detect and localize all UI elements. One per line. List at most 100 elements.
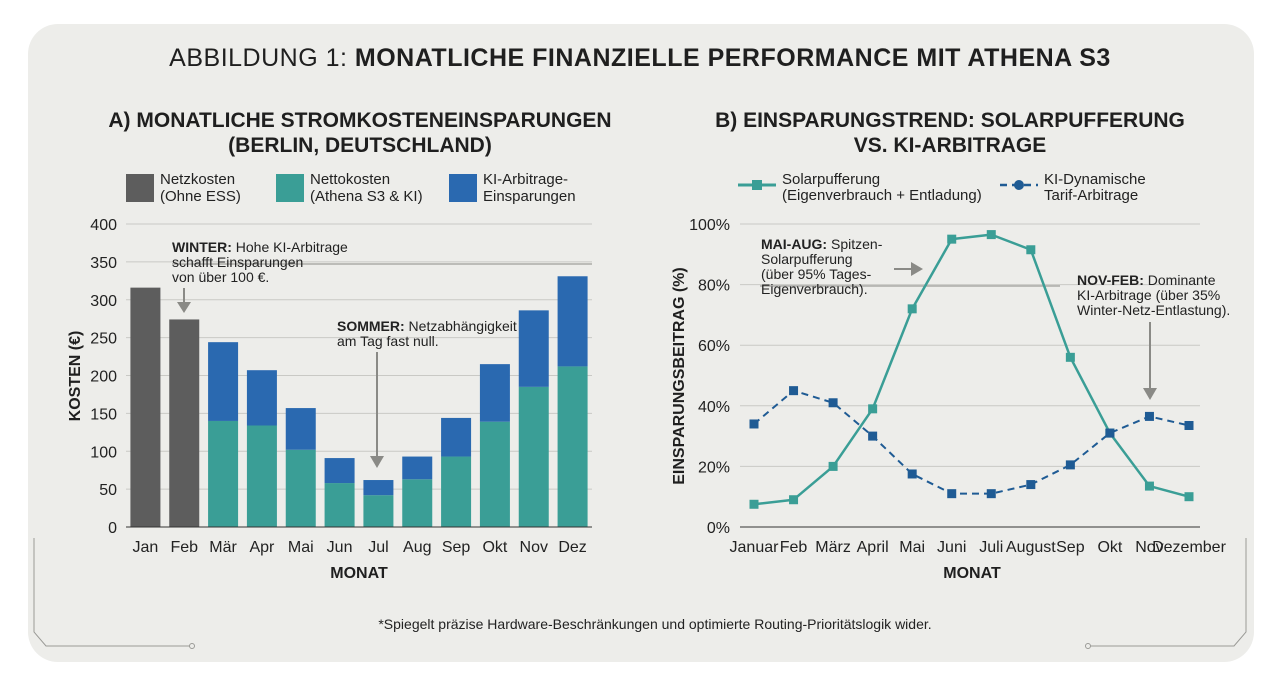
bar-Okt-series-1 — [479, 421, 510, 527]
chart-a-x-tick-label: Mai — [288, 539, 314, 556]
chart-a-y-tick-label: 300 — [90, 293, 117, 310]
chart-b-title-line1: B) EINSPARUNGSTREND: SOLARPUFFERUNG — [715, 109, 1185, 132]
chart-b-x-tick-label: August — [1006, 539, 1056, 556]
winter-annotation-line3: von über 100 €. — [172, 269, 269, 285]
chart-a-x-tick-label: Jun — [327, 539, 353, 556]
legend-label-netzkosten-2: (Ohne ESS) — [160, 188, 241, 205]
chart-b-annotation-mai-aug: MAI-AUG: Spitzen- Solarpufferung (über 9… — [760, 236, 1060, 297]
legend-label-solar-1: Solarpufferung — [782, 171, 880, 188]
chart-a-gridlines — [126, 223, 592, 528]
bar-Mai-series-2 — [285, 408, 316, 450]
chart-b-point-series-0 — [749, 499, 759, 509]
chart-b-y-tick-label: 20% — [698, 459, 730, 476]
sommer-annotation-line1: SOMMER: Netzabhängigkeit — [337, 318, 517, 334]
sommer-arrow-head — [370, 456, 384, 468]
legend-label-ki-einsparungen-2: Einsparungen — [483, 188, 576, 205]
chart-a-y-tick-label: 400 — [90, 217, 117, 234]
chart-b-point-series-0 — [828, 461, 838, 471]
mai-aug-arrow-head — [911, 262, 923, 276]
figure-title-main: MONATLICHE FINANZIELLE PERFORMANCE MIT A… — [354, 44, 1111, 72]
chart-b-x-ticks: Januar Feb März April Mai Juni Juli August Sep Ok… — [730, 539, 1227, 556]
legend-label-solar-2: (Eigenverbrauch + Entladung) — [782, 187, 982, 204]
chart-b-point-series-1 — [986, 489, 996, 499]
chart-b-x-tick-label: Juni — [937, 539, 966, 556]
chart-a: 0 50 100 150 200 250 300 350 400 Jan Feb Mär Apr Mai… — [67, 171, 592, 582]
chart-a-legend: Netzkosten (Ohne ESS) Nettokosten (Athen… — [126, 171, 576, 205]
chart-a-x-tick-label: Jul — [368, 539, 388, 556]
bar-Sep-series-1 — [441, 456, 472, 527]
mai-aug-annotation-line4: Eigenverbrauch). — [761, 281, 868, 297]
chart-a-y-tick-label: 150 — [90, 406, 117, 423]
chart-b-x-tick-label: Juli — [979, 539, 1003, 556]
legend-swatch-nettokosten — [276, 174, 304, 202]
chart-b-x-tick-label: Nov — [1135, 539, 1163, 556]
sommer-annotation-line2: am Tag fast null. — [337, 333, 439, 349]
legend-label-ki-einsparungen-1: KI-Arbitrage- — [483, 171, 568, 188]
bar-Jun-series-1 — [324, 483, 355, 527]
chart-a-y-tick-label: 350 — [90, 255, 117, 272]
chart-b-point-series-0 — [789, 495, 799, 505]
figure-title: ABBILDUNG 1: MONATLICHE FINANZIELLE PERF… — [0, 44, 1280, 73]
bar-Mai-series-1 — [285, 449, 316, 527]
legend-label-netzkosten-1: Netzkosten — [160, 171, 235, 188]
chart-b-point-series-1 — [1026, 480, 1036, 490]
chart-a-y-tick-label: 100 — [90, 444, 117, 461]
chart-b-x-tick-label: April — [857, 539, 889, 556]
chart-a-y-tick-label: 0 — [108, 520, 117, 537]
chart-b-y-tick-label: 60% — [698, 338, 730, 355]
bar-Jan-series-0 — [130, 287, 161, 527]
winter-annotation-line1: WINTER: Hohe KI-Arbitrage — [172, 239, 348, 255]
chart-a-y-tick-label: 200 — [90, 369, 117, 386]
chart-b: 0% 20% 40% 60% 80% 100% Januar Feb März April Mai… — [671, 171, 1230, 582]
chart-b-series — [749, 230, 1194, 509]
chart-a-y-tick-label: 50 — [99, 482, 117, 499]
chart-a-y-tick-label: 250 — [90, 331, 117, 348]
chart-b-x-tick-label: Feb — [780, 539, 808, 556]
chart-b-x-tick-label: Dezember — [1152, 539, 1226, 556]
bar-Nov-series-2 — [518, 310, 549, 387]
legend-swatch-ki-einsparungen — [449, 174, 477, 202]
chart-b-legend: Solarpufferung (Eigenverbrauch + Entladu… — [738, 171, 1146, 204]
legend-label-nettokosten-2: (Athena S3 & KI) — [310, 188, 423, 205]
bar-Dez-series-2 — [557, 276, 588, 367]
chart-a-x-axis-title: MONAT — [330, 565, 388, 582]
bar-Apr-series-1 — [246, 425, 277, 527]
chart-b-point-series-1 — [1184, 420, 1194, 430]
figure-title-prefix: ABBILDUNG 1: — [169, 44, 348, 72]
nov-feb-annotation-line1: NOV-FEB: Dominante — [1077, 272, 1216, 288]
winter-arrow-head — [177, 302, 191, 313]
chart-b-y-axis-title: EINSPARUNGSBEITRAG (%) — [671, 267, 688, 485]
bar-Feb-series-0 — [169, 319, 200, 527]
chart-b-series-line-0 — [753, 233, 1190, 506]
chart-a-annotation-winter: WINTER: Hohe KI-Arbitrage schafft Einspa… — [172, 239, 592, 313]
mai-aug-annotation-line1: MAI-AUG: Spitzen- — [761, 236, 883, 252]
mai-aug-annotation-line2: Solarpufferung — [761, 251, 853, 267]
chart-b-point-series-0 — [907, 304, 917, 314]
bar-Aug-series-1 — [402, 479, 433, 527]
chart-b-point-series-1 — [1144, 411, 1154, 421]
chart-b-point-series-1 — [828, 398, 838, 408]
chart-b-point-series-1 — [907, 469, 917, 479]
chart-a-x-ticks: Jan Feb Mär Apr Mai Jun Jul Aug Sep Okt Nov Dez — [133, 539, 587, 556]
chart-a-y-ticks: 0 50 100 150 200 250 300 350 400 — [90, 217, 117, 537]
chart-a-x-tick-label: Jan — [133, 539, 159, 556]
chart-b-title: B) EINSPARUNGSTREND: SOLARPUFFERUNG VS. … — [640, 108, 1260, 158]
chart-b-point-series-1 — [1065, 460, 1075, 470]
chart-b-point-series-0 — [986, 230, 996, 240]
chart-b-point-series-0 — [1184, 492, 1194, 502]
chart-b-point-series-1 — [868, 431, 878, 441]
bar-Jun-series-2 — [324, 458, 355, 484]
chart-b-point-series-0 — [1026, 245, 1036, 255]
legend-label-ki-2: Tarif-Arbitrage — [1044, 187, 1138, 204]
chart-a-x-tick-label: Okt — [482, 539, 507, 556]
nov-feb-annotation-line2: KI-Arbitrage (über 35% — [1077, 287, 1220, 303]
legend-marker-solar — [752, 180, 762, 190]
winter-annotation-line2: schafft Einsparungen — [172, 254, 303, 270]
bar-Mär-series-2 — [208, 342, 239, 421]
chart-b-y-tick-label: 100% — [689, 217, 730, 234]
chart-b-point-series-1 — [749, 419, 759, 429]
bar-Nov-series-1 — [518, 386, 549, 527]
chart-a-x-tick-label: Dez — [558, 539, 586, 556]
legend-label-nettokosten-1: Nettokosten — [310, 171, 390, 188]
